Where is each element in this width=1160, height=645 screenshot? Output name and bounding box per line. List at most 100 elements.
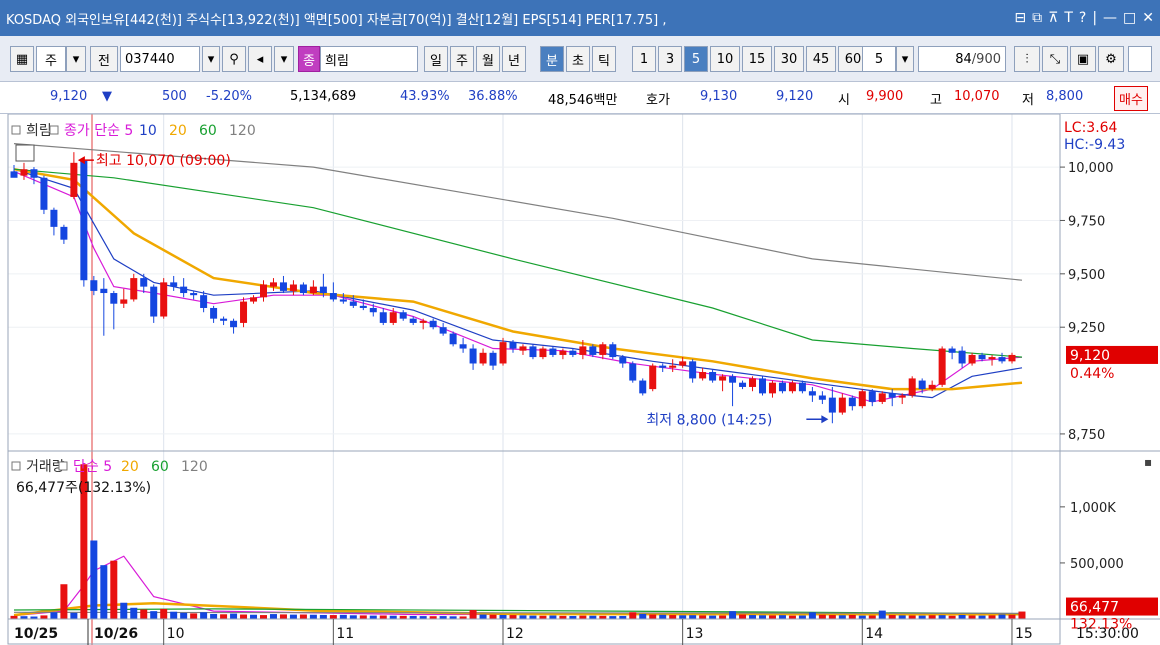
- current-price: 9,120: [50, 89, 88, 104]
- candle-body: [629, 363, 637, 381]
- text-size-icon[interactable]: T: [1064, 10, 1073, 26]
- copy-window-icon[interactable]: ⧉: [1032, 10, 1043, 26]
- candle-body: [699, 372, 707, 379]
- volume-bar: [749, 615, 757, 619]
- volume-bar: [40, 615, 48, 619]
- volume-legend-box: [11, 461, 21, 471]
- drawing-tool-icon[interactable]: ⤡: [1042, 46, 1068, 72]
- period-select[interactable]: 주: [36, 46, 66, 72]
- candle-body: [289, 284, 297, 291]
- candle-body: [200, 295, 208, 308]
- candle: [459, 337, 467, 353]
- volume-bar: [399, 615, 407, 619]
- candle: [210, 305, 218, 323]
- last-volume-flag: [1066, 597, 1158, 616]
- candle-body: [778, 382, 786, 392]
- candle-body: [299, 284, 307, 294]
- candle: [40, 175, 48, 215]
- candle-body: [389, 312, 397, 323]
- interval-dropdown-icon[interactable]: ▾: [896, 46, 914, 72]
- candle: [559, 348, 567, 360]
- candle: [329, 282, 337, 302]
- candle-settings-icon[interactable]: ⫶: [1014, 46, 1040, 72]
- interval-3[interactable]: 3: [658, 46, 682, 72]
- interval-1[interactable]: 1: [632, 46, 656, 72]
- candle: [389, 307, 397, 326]
- save-icon[interactable]: ▣: [1070, 46, 1096, 72]
- candle-body: [339, 299, 347, 302]
- candle: [669, 359, 677, 373]
- period-day[interactable]: 일: [424, 46, 448, 72]
- volume-bar: [609, 616, 617, 619]
- candle: [1008, 352, 1016, 364]
- candle-body: [449, 333, 457, 345]
- candle-body: [479, 352, 487, 364]
- candle-body: [309, 286, 317, 294]
- volume-bar: [519, 615, 527, 619]
- interval-select[interactable]: 5: [862, 46, 896, 72]
- period-second[interactable]: 초: [566, 46, 590, 72]
- interval-45[interactable]: 45: [806, 46, 836, 72]
- buy-button[interactable]: 매수: [1114, 86, 1148, 111]
- gear-icon[interactable]: ⚙: [1098, 46, 1124, 72]
- volume-bar: [240, 614, 248, 619]
- x-time-label: 15:30:00: [1076, 626, 1139, 642]
- window-menu-icon[interactable]: ▦: [10, 46, 34, 72]
- split-window-icon[interactable]: ⊟: [1014, 10, 1027, 26]
- candle: [419, 318, 427, 330]
- candle-body: [250, 297, 258, 302]
- count-input[interactable]: 84/900: [918, 46, 1006, 72]
- help-icon[interactable]: ?: [1078, 10, 1087, 26]
- period-tick[interactable]: 틱: [592, 46, 616, 72]
- volume-bar: [329, 615, 337, 619]
- period-month[interactable]: 월: [476, 46, 500, 72]
- candle: [739, 380, 747, 390]
- period-minute[interactable]: 분: [540, 46, 564, 72]
- sound-icon[interactable]: ◂: [248, 46, 272, 72]
- candle: [90, 275, 98, 296]
- candle-body: [788, 382, 796, 392]
- candle-body: [70, 162, 78, 197]
- candle-body: [828, 397, 836, 413]
- candle: [599, 342, 607, 360]
- volume-bar: [160, 608, 168, 619]
- period-week[interactable]: 주: [450, 46, 474, 72]
- volume-bar: [928, 615, 936, 619]
- candle-body: [998, 357, 1006, 362]
- volume-bar: [649, 614, 657, 619]
- prefix-button[interactable]: 전: [90, 46, 118, 72]
- volume-bar: [90, 540, 98, 619]
- maximize-icon[interactable]: □: [1123, 10, 1137, 26]
- candle: [309, 280, 317, 296]
- code-dropdown-icon[interactable]: ▾: [202, 46, 220, 72]
- period-dropdown-icon[interactable]: ▾: [66, 46, 86, 72]
- search-icon[interactable]: ⚲: [222, 46, 246, 72]
- code-input[interactable]: 037440: [120, 46, 200, 72]
- interval-5[interactable]: 5: [684, 46, 708, 72]
- stock-name[interactable]: 희림: [320, 46, 418, 72]
- candle: [948, 346, 956, 360]
- candle-body: [180, 286, 188, 294]
- period-year[interactable]: 년: [502, 46, 526, 72]
- candle: [649, 363, 657, 392]
- candle-body: [649, 365, 657, 390]
- volume-bar: [848, 614, 856, 619]
- volume-bar: [80, 464, 88, 619]
- candle-body: [230, 320, 238, 328]
- pin-icon[interactable]: ⊼: [1048, 10, 1059, 26]
- chart-svg[interactable]: 10,0009,7509,5009,2508,7501,000K500,000 …: [0, 114, 1160, 645]
- sound-dropdown-icon[interactable]: ▾: [274, 46, 294, 72]
- option-checkbox[interactable]: [1128, 46, 1152, 72]
- volume-bar: [639, 613, 647, 619]
- minimize-icon[interactable]: —: [1103, 10, 1118, 26]
- volume-bar: [409, 615, 417, 619]
- close-icon[interactable]: ✕: [1142, 10, 1154, 26]
- candle: [838, 393, 846, 415]
- candle: [240, 297, 248, 328]
- candle: [369, 303, 377, 317]
- candle: [998, 352, 1006, 364]
- interval-10[interactable]: 10: [710, 46, 740, 72]
- candle-body: [529, 346, 537, 358]
- interval-30[interactable]: 30: [774, 46, 804, 72]
- interval-15[interactable]: 15: [742, 46, 772, 72]
